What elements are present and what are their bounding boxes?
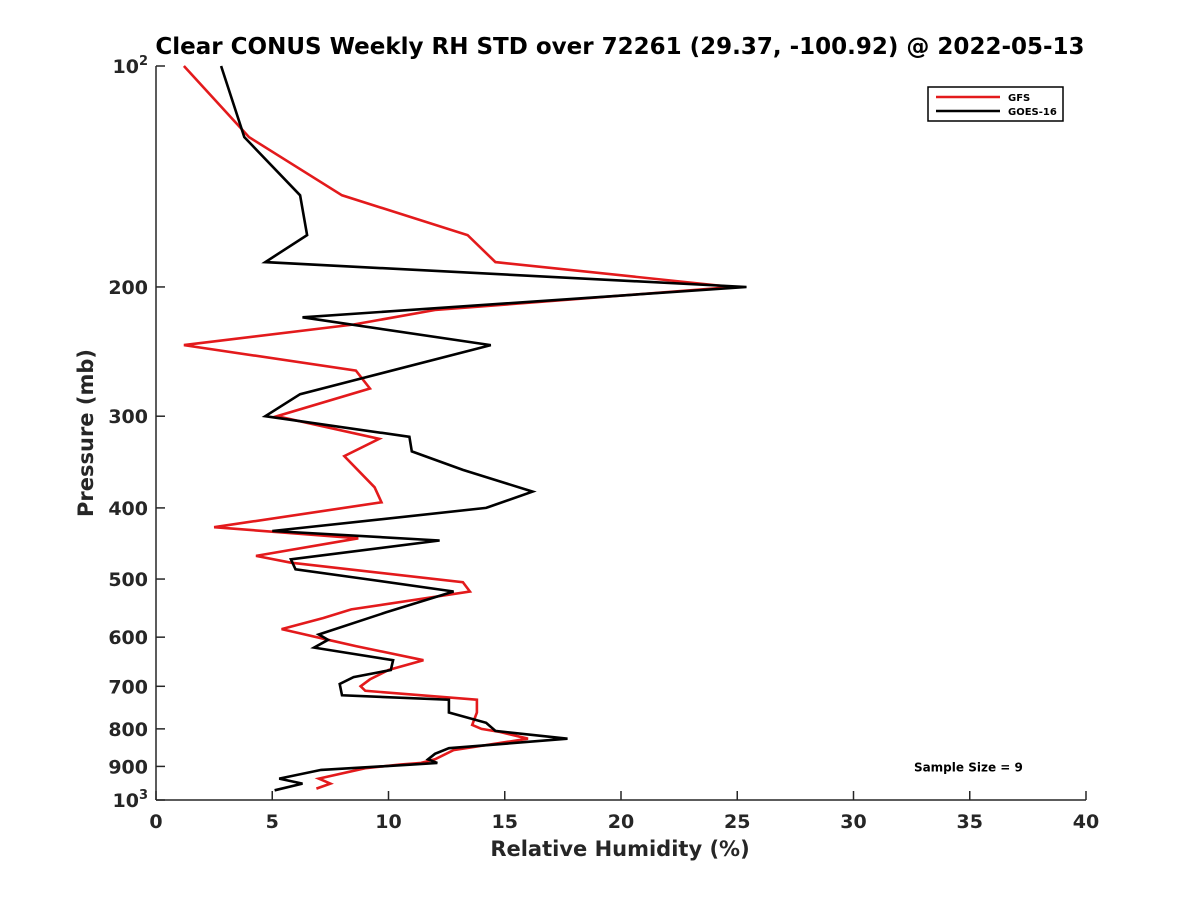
legend: GFS GOES-16 (927, 86, 1064, 122)
legend-label: GFS (1008, 93, 1030, 104)
y-tick-label: 600 (108, 627, 148, 649)
x-tick-label: 30 (840, 811, 866, 833)
y-tick-label: 900 (108, 756, 148, 778)
y-tick-label: 103 (113, 788, 149, 812)
sample-size-annotation: Sample Size = 9 (914, 760, 1023, 774)
series-layer (182, 65, 747, 792)
x-tick-label: 0 (149, 811, 162, 833)
y-tick-label: 800 (108, 719, 148, 741)
x-tick-label: 5 (266, 811, 279, 833)
legend-box (927, 86, 1064, 122)
y-tick-label: 700 (108, 676, 148, 698)
annotation-layer: Sample Size = 9 (914, 760, 1023, 774)
x-tick-label: 40 (1073, 811, 1099, 833)
axes-layer: 0 5 10 15 20 25 30 35 40 102 200 300 400 500 600 700 800… (108, 54, 1099, 833)
chart-title: Clear CONUS Weekly RH STD over 72261 (29… (155, 34, 1084, 60)
y-tick-label: 102 (113, 54, 149, 78)
x-tick-label: 35 (957, 811, 983, 833)
y-tick-label: 200 (108, 277, 148, 299)
x-tick-label: 25 (724, 811, 750, 833)
x-tick-label: 20 (608, 811, 634, 833)
x-tick-label: 10 (375, 811, 401, 833)
series-line-goes-16 (219, 65, 747, 792)
y-tick-label: 400 (108, 498, 148, 520)
y-tick-label: 500 (108, 569, 148, 591)
legend-label: GOES-16 (1008, 107, 1057, 118)
x-axis-title: Relative Humidity (%) (490, 837, 749, 861)
y-tick-label: 300 (108, 406, 148, 428)
x-tick-label: 15 (492, 811, 518, 833)
y-axis-title: Pressure (mb) (74, 349, 98, 517)
